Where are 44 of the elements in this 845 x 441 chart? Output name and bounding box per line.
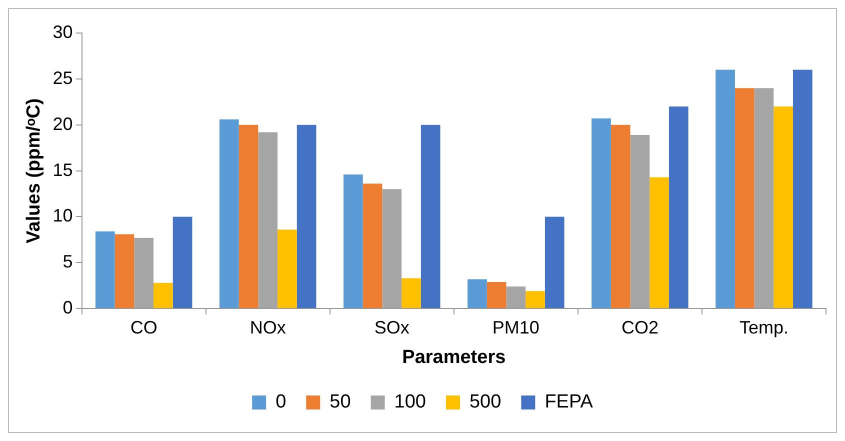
bar: [344, 174, 363, 308]
bar: [278, 230, 297, 308]
y-tick-label: 10: [52, 206, 73, 226]
bar: [95, 231, 115, 308]
y-tick-label: 0: [62, 298, 73, 318]
bar: [610, 124, 630, 308]
bar: [486, 282, 506, 308]
legend-label: FEPA: [544, 392, 594, 413]
bar: [468, 279, 487, 308]
bar: [793, 70, 812, 308]
legend-label: 100: [394, 392, 426, 413]
x-tick-label: CO: [130, 317, 158, 338]
bar: [219, 119, 239, 308]
x-tick-label: CO2: [621, 317, 658, 338]
bar: [592, 118, 611, 308]
bar: [296, 124, 316, 308]
x-tick-label: PM10: [492, 317, 540, 338]
y-tick-label: 15: [52, 160, 73, 180]
bar: [154, 282, 173, 308]
bar: [668, 106, 688, 308]
legend-label: 50: [330, 392, 351, 413]
y-tick-label: 25: [52, 68, 73, 88]
bar: [734, 88, 754, 308]
bar: [774, 106, 794, 308]
bar: [238, 124, 258, 308]
x-axis-title: Parameters: [402, 346, 506, 368]
x-tick-label: SOx: [374, 317, 410, 338]
legend-label: 500: [469, 392, 502, 413]
bar: [650, 177, 669, 308]
bar: [402, 278, 421, 308]
y-tick-label: 30: [52, 22, 73, 42]
bar: [544, 216, 564, 308]
bar: [362, 184, 382, 308]
bar: [420, 124, 440, 308]
y-tick-label: 20: [52, 114, 73, 134]
y-axis-title: Values (ppm/ᵒC): [24, 98, 45, 244]
x-tick-label: NOx: [250, 317, 286, 338]
legend-label: 0: [276, 392, 286, 413]
bar: [526, 291, 545, 308]
y-tick-label: 5: [62, 252, 73, 272]
bar: [114, 234, 134, 308]
bar: [716, 70, 735, 308]
bar: [172, 216, 192, 308]
x-tick-label: Temp.: [739, 317, 788, 338]
